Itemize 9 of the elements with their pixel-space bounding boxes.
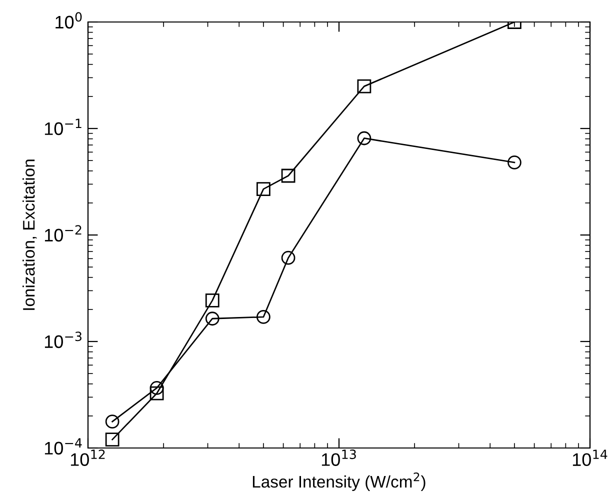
y-tick-label: 10$^{−1}$: [44, 118, 82, 136]
y-axis-title: Ionization, Excitation: [22, 160, 37, 310]
x-axis-title: Laser Intensity (W/cm$^{2}$): [252, 472, 426, 491]
y-tick-label: 10$^{0}$: [56, 12, 82, 29]
x-tick-label: 10$^{13}$: [322, 450, 356, 466]
y-tick-label: 10$^{−2}$: [44, 225, 82, 242]
y-tick-label: 10$^{−3}$: [44, 332, 82, 348]
x-tick-label: 10$^{14}$: [572, 450, 608, 466]
x-tick-label: 10$^{12}$: [70, 450, 105, 466]
